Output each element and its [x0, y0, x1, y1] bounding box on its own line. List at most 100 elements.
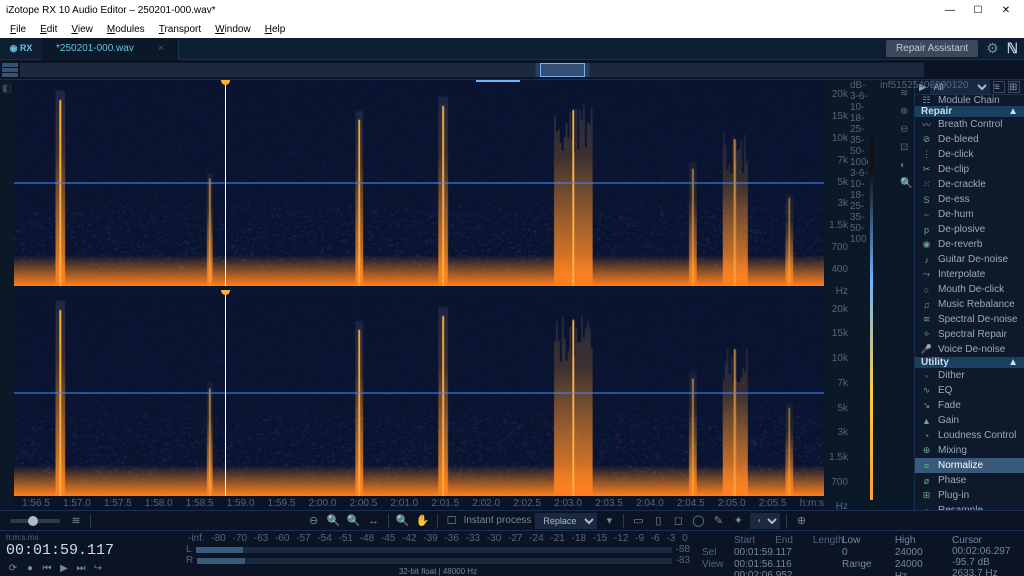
module-fade[interactable]: ↘Fade [915, 398, 1024, 413]
view-label: View [702, 559, 730, 576]
tool-zoom-icon[interactable]: ⊕ [900, 106, 912, 118]
module-interpolate[interactable]: ⤳Interpolate [915, 267, 1024, 282]
module-icon: ♫ [921, 299, 932, 310]
module-de-ess[interactable]: SDe-ess [915, 192, 1024, 207]
menu-window[interactable]: Window [209, 23, 257, 36]
spectrogram-right[interactable] [14, 290, 824, 496]
module-plug-in[interactable]: ⊞Plug-in [915, 488, 1024, 503]
module-dither[interactable]: ◦Dither [915, 368, 1024, 383]
module-eq[interactable]: ∿EQ [915, 383, 1024, 398]
dropdown-icon[interactable]: ▾ [601, 513, 617, 529]
checkbox-icon[interactable]: ☐ [444, 513, 460, 529]
menu-modules[interactable]: Modules [101, 23, 151, 36]
module-de-crackle[interactable]: ⁙De-crackle [915, 177, 1024, 192]
zoom-out-icon[interactable]: 🔍 [326, 513, 342, 529]
module-chain-row[interactable]: ☷ Module Chain [915, 95, 1024, 106]
module-label: Normalize [938, 460, 983, 471]
module-de-bleed[interactable]: ⊘De-bleed [915, 132, 1024, 147]
process-mode-select[interactable]: Replace [535, 513, 597, 529]
selection-marker[interactable] [476, 80, 521, 82]
module-normalize[interactable]: ≡Normalize [915, 458, 1024, 473]
module-de-click[interactable]: ⋮De-click [915, 147, 1024, 162]
tab-close-icon[interactable]: × [158, 43, 164, 54]
menu-view[interactable]: View [65, 23, 99, 36]
playhead-r[interactable] [225, 290, 226, 496]
module-mouth-de-click[interactable]: ○Mouth De-click [915, 282, 1024, 297]
time-unit-label: h:m:s.ms [6, 533, 174, 542]
brush-select[interactable]: ✏▾ [750, 513, 780, 529]
menu-help[interactable]: Help [259, 23, 292, 36]
zoom-slider[interactable] [10, 519, 60, 523]
peak-r: -83 [676, 555, 690, 566]
menu-transport[interactable]: Transport [153, 23, 207, 36]
module-mixing[interactable]: ⊕Mixing [915, 443, 1024, 458]
spectrogram-left[interactable] [14, 80, 824, 286]
module-icon: ◔ [921, 430, 932, 441]
module-label: Fade [938, 400, 961, 411]
grab-icon[interactable]: ⊕ [793, 513, 809, 529]
utility-section-header[interactable]: Utility ▲ [915, 357, 1024, 368]
repair-section-header[interactable]: Repair ▲ [915, 106, 1024, 117]
file-tab[interactable]: *250201-000.wav × [42, 38, 179, 60]
module-spectral-de-noise[interactable]: ≋Spectral De-noise [915, 312, 1024, 327]
overview-handles[interactable] [0, 61, 20, 79]
minimize-button[interactable]: — [938, 5, 962, 16]
settings-icon[interactable]: ⚙ [986, 40, 999, 57]
zoom-tool-icon[interactable]: 🔍 [395, 513, 411, 529]
module-de-reverb[interactable]: ◉De-reverb [915, 237, 1024, 252]
menu-file[interactable]: File [4, 23, 32, 36]
module-voice-de-noise[interactable]: 🎤Voice De-noise [915, 342, 1024, 357]
tool-zoomout-icon[interactable]: ⊖ [900, 124, 912, 136]
sel-lasso-icon[interactable]: ◯ [690, 513, 706, 529]
zoom-in-icon[interactable]: 🔍 [346, 513, 362, 529]
hand-tool-icon[interactable]: ✋ [415, 513, 431, 529]
sel-box-icon[interactable]: ◻ [670, 513, 686, 529]
module-icon: ⋮ [921, 149, 932, 160]
module-de-clip[interactable]: ✂De-clip [915, 162, 1024, 177]
collapse-icon: ▲ [1008, 357, 1018, 368]
sel-freq-icon[interactable]: ▯ [650, 513, 666, 529]
module-icon: ≋ [921, 314, 932, 325]
panel-grid-icon[interactable]: ⊞ [1008, 81, 1020, 93]
module-music-rebalance[interactable]: ♫Music Rebalance [915, 297, 1024, 312]
forward-button[interactable]: ⏭ [74, 561, 88, 575]
repair-assistant-button[interactable]: Repair Assistant [886, 40, 978, 57]
overview-selection[interactable] [540, 63, 585, 77]
module-spectral-repair[interactable]: ✧Spectral Repair [915, 327, 1024, 342]
sel-brush-icon[interactable]: ✎ [710, 513, 726, 529]
menu-edit[interactable]: Edit [34, 23, 63, 36]
sel-wand-icon[interactable]: ✦ [730, 513, 746, 529]
zoom-sel-icon[interactable]: ↔ [366, 513, 382, 529]
zoom-out-all-icon[interactable]: ⊖ [306, 513, 322, 529]
play-button[interactable]: ▶ [57, 561, 71, 575]
sel-time-icon[interactable]: ▭ [630, 513, 646, 529]
module-de-plosive[interactable]: pDe-plosive [915, 222, 1024, 237]
playhead[interactable] [225, 80, 226, 286]
level-l-label: L [186, 544, 192, 555]
follow-button[interactable]: ↪ [91, 561, 105, 575]
panel-list-icon[interactable]: ≡ [993, 81, 1005, 93]
overview-track[interactable] [20, 63, 924, 77]
audio-format: 32-bit float | 48000 Hz [186, 567, 690, 576]
module-gain[interactable]: ▲Gain [915, 413, 1024, 428]
rewind-button[interactable]: ⏮ [40, 561, 54, 575]
tool-slider-icon[interactable]: ◐ [900, 160, 912, 172]
tab-label: *250201-000.wav [56, 43, 134, 54]
module-resample[interactable]: ↕Resample [915, 503, 1024, 510]
module-guitar-de-noise[interactable]: ♪Guitar De-noise [915, 252, 1024, 267]
module-de-hum[interactable]: ~De-hum [915, 207, 1024, 222]
module-phase[interactable]: øPhase [915, 473, 1024, 488]
tool-search-icon[interactable]: 🔍 [900, 178, 912, 190]
left-tool-1[interactable]: ◧ [2, 83, 12, 93]
module-loudness-control[interactable]: ◔Loudness Control [915, 428, 1024, 443]
peak-l: -88 [676, 544, 690, 555]
module-label: Dither [938, 370, 965, 381]
close-button[interactable]: ✕ [994, 5, 1018, 16]
loop-button[interactable]: ⟳ [6, 561, 20, 575]
tool-fit-icon[interactable]: ⊡ [900, 142, 912, 154]
waveform-view-icon[interactable]: ≋ [68, 513, 84, 529]
rec-button[interactable]: ● [23, 561, 37, 575]
module-breath-control[interactable]: 〰Breath Control [915, 117, 1024, 132]
maximize-button[interactable]: ☐ [966, 5, 990, 16]
low-label: Low [842, 535, 889, 546]
